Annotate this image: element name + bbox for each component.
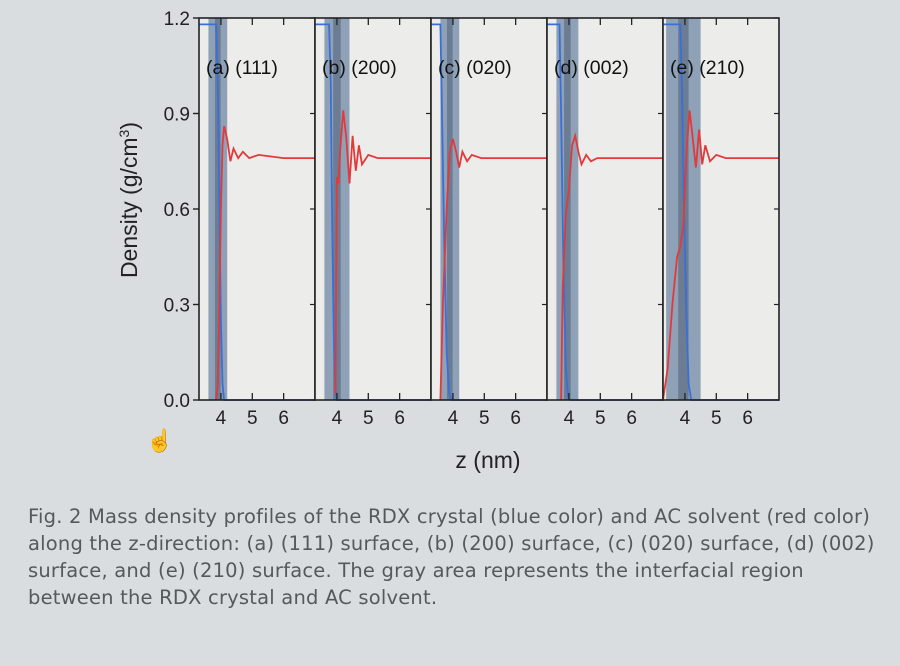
x-axis-label: z (nm)	[455, 447, 520, 473]
interface-core	[446, 18, 453, 400]
y-axis-label: Density (g/cm3)	[116, 122, 142, 278]
panel-label: (a) (111)	[206, 57, 278, 79]
hand-cursor-icon: ☝	[146, 428, 174, 453]
x-tick-label: 5	[363, 408, 374, 429]
x-tick-label: 5	[247, 408, 258, 429]
plot-area: 0.00.30.60.91.24 5 6(a) (111)4 5 6(b) (200)4…	[164, 9, 780, 429]
y-tick-label: 0.0	[164, 391, 190, 412]
x-tick-label: 6	[278, 408, 289, 429]
x-tick-label: 4	[448, 408, 459, 429]
y-tick-label: 0.3	[164, 296, 190, 317]
caption-text: Mass density profiles of the RDX crystal…	[28, 505, 875, 609]
y-tick-label: 0.9	[164, 105, 190, 126]
x-tick-label: 6	[394, 408, 405, 429]
y-tick-label: 1.2	[164, 9, 190, 30]
density-figure: 0.00.30.60.91.24 5 6(a) (111)4 5 6(b) (200)4…	[116, 9, 780, 473]
x-tick-label: 4	[564, 408, 575, 429]
x-tick-label: 4	[332, 408, 343, 429]
x-tick-label: 6	[510, 408, 521, 429]
x-tick-label: 4	[680, 408, 691, 429]
y-axis-label-sup: 3	[116, 129, 132, 137]
x-tick-label: 6	[626, 408, 637, 429]
x-tick-label: 4	[216, 408, 227, 429]
crystal-density-line	[431, 23, 547, 401]
panel-label: (b) (200)	[322, 57, 397, 79]
solvent-density-line	[439, 138, 547, 401]
interface-core	[214, 18, 221, 400]
figure-caption: Fig. 2 Mass density profiles of the RDX …	[28, 503, 878, 611]
panel-label: (d) (002)	[554, 57, 629, 79]
caption-label: Fig. 2	[28, 505, 82, 528]
y-tick-label: 0.6	[164, 200, 190, 221]
solvent-density-line	[662, 110, 779, 401]
panel-label: (e) (210)	[670, 57, 745, 79]
crystal-density-line	[663, 23, 779, 401]
x-tick-label: 5	[479, 408, 490, 429]
solvent-density-line	[215, 125, 315, 401]
x-tick-label: 5	[595, 408, 606, 429]
x-tick-label: 5	[711, 408, 722, 429]
solvent-density-line	[334, 110, 431, 394]
solvent-density-line	[560, 132, 663, 401]
panel-label: (c) (020)	[438, 57, 512, 79]
x-tick-label: 6	[742, 408, 753, 429]
